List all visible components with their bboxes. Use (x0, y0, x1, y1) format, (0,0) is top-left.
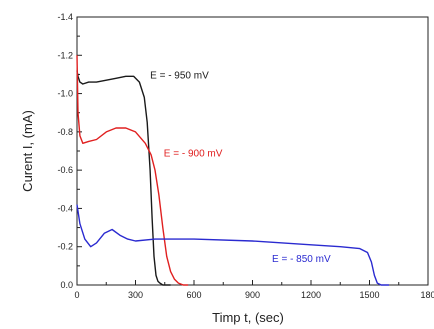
y-tick-label: 0.0 (60, 280, 73, 290)
series-annotation: E = - 850 mV (272, 254, 331, 265)
series-lines (76, 55, 389, 286)
y-tick-label: -1.4 (57, 12, 73, 22)
y-tick-label: -0.4 (57, 203, 73, 213)
y-tick-label: -1.2 (57, 50, 73, 60)
plot-area-frame (76, 16, 429, 286)
series-annotation: E = - 950 mV (150, 70, 209, 81)
series-line-1 (76, 70, 171, 286)
x-tick-label: 1200 (301, 290, 321, 300)
y-tick-label: -0.8 (57, 127, 73, 137)
series-annotation: E = - 900 mV (164, 149, 223, 160)
y-tick-label: -0.2 (57, 242, 73, 252)
x-tick-label: 600 (186, 290, 201, 300)
series-line-3 (76, 204, 389, 286)
x-tick-label: 900 (245, 290, 260, 300)
x-tick-label: 0 (74, 290, 79, 300)
x-tick-label: 1500 (359, 290, 379, 300)
series-line-2 (76, 55, 189, 286)
y-tick-label: -1.0 (57, 89, 73, 99)
y-tick-label: -0.6 (57, 165, 73, 175)
y-axis-label: Curent I, (mA) (20, 110, 35, 192)
x-axis-ticks: 0 300 600 900 1200 1500 180 (74, 280, 434, 300)
y-axis-ticks: 0.0 -0.2 -0.4 -0.6 -0.8 -1.0 -1.2 -1.4 (57, 12, 82, 290)
x-axis-label: Timp t, (sec) (212, 310, 284, 325)
x-tick-label: 300 (128, 290, 143, 300)
annotations: E = - 950 mV E = - 900 mV E = - 850 mV (150, 70, 331, 265)
x-tick-label: 180 (420, 290, 434, 300)
